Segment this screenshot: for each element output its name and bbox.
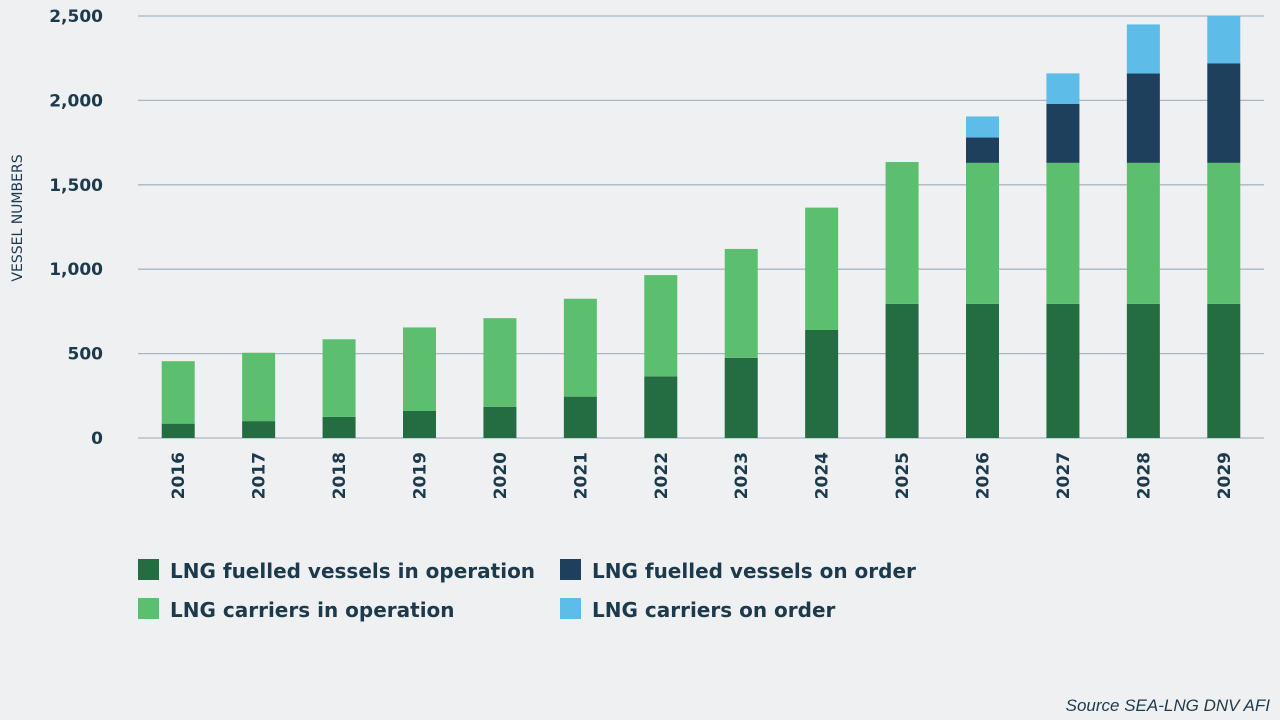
x-tick-label-2028: 2028 <box>1134 452 1154 499</box>
y-tick-label: 0 <box>91 429 103 449</box>
x-axis-ticks: 2016 2017 2018 2019 2020 2021 2022 2023 2024 2025… <box>169 452 1235 499</box>
bar-segment-2026-series-0 <box>966 303 999 438</box>
y-tick-label: 1,500 <box>49 176 103 196</box>
bars <box>161 16 1241 438</box>
y-axis-title: VESSEL NUMBERS <box>10 154 26 281</box>
legend-item-carriers-operation: LNG carriers in operation <box>138 598 455 622</box>
bar-segment-2022-series-0 <box>644 376 678 438</box>
bar-segment-2029-series-3 <box>1207 16 1241 64</box>
x-tick-label-2020: 2020 <box>491 452 511 499</box>
x-tick-label-2023: 2023 <box>732 452 752 499</box>
source-note: Source SEA-LNG DNV AFI <box>1066 696 1271 715</box>
bar-segment-2026-series-2 <box>966 137 999 163</box>
legend-swatch-carriers-operation <box>138 598 159 619</box>
bar-segment-2029-series-2 <box>1207 63 1241 163</box>
bar-segment-2028-series-0 <box>1126 303 1160 438</box>
y-tick-label: 2,500 <box>49 7 103 27</box>
bar-segment-2028-series-3 <box>1126 24 1160 74</box>
legend: LNG fuelled vessels in operation LNG fue… <box>138 559 916 622</box>
x-tick-label-2019: 2019 <box>411 452 431 499</box>
bar-segment-2023-series-1 <box>724 248 758 358</box>
bar-segment-2029-series-0 <box>1207 303 1241 438</box>
legend-swatch-carriers-order <box>560 598 581 619</box>
bar-segment-2020-series-1 <box>483 318 517 407</box>
bar-segment-2026-series-1 <box>966 162 999 304</box>
legend-item-fuelled-order: LNG fuelled vessels on order <box>560 559 916 583</box>
bar-segment-2022-series-1 <box>644 275 678 377</box>
gridlines <box>138 15 1264 439</box>
bar-segment-2027-series-2 <box>1046 103 1080 163</box>
x-tick-label-2027: 2027 <box>1054 452 1074 499</box>
x-tick-label-2016: 2016 <box>169 452 189 499</box>
legend-label-fuelled-order: LNG fuelled vessels on order <box>592 559 916 583</box>
bar-segment-2017-series-1 <box>242 352 276 422</box>
bar-segment-2016-series-1 <box>161 361 195 424</box>
y-tick-label: 1,000 <box>49 260 103 280</box>
legend-item-carriers-order: LNG carriers on order <box>560 598 836 622</box>
legend-item-fuelled-operation: LNG fuelled vessels in operation <box>138 559 535 583</box>
bar-segment-2023-series-0 <box>724 357 758 438</box>
legend-label-carriers-order: LNG carriers on order <box>592 598 836 622</box>
x-tick-label-2022: 2022 <box>652 452 672 499</box>
bar-segment-2024-series-0 <box>805 329 839 438</box>
legend-label-carriers-operation: LNG carriers in operation <box>170 598 455 622</box>
bar-segment-2027-series-3 <box>1046 73 1080 104</box>
bar-segment-2025-series-0 <box>885 303 919 438</box>
bar-segment-2025-series-1 <box>885 162 919 304</box>
y-tick-label: 500 <box>68 345 104 365</box>
bar-segment-2028-series-2 <box>1126 73 1160 163</box>
legend-label-fuelled-operation: LNG fuelled vessels in operation <box>170 559 535 583</box>
y-axis-ticks: 0 500 1,000 1,500 2,000 2,500 <box>49 7 103 449</box>
bar-segment-2018-series-0 <box>322 416 356 438</box>
bar-segment-2028-series-1 <box>1126 162 1160 304</box>
legend-swatch-fuelled-order <box>560 559 581 580</box>
bar-segment-2019-series-1 <box>403 327 436 411</box>
bar-segment-2018-series-1 <box>322 339 356 417</box>
x-tick-label-2026: 2026 <box>974 452 994 499</box>
y-tick-label: 2,000 <box>49 91 103 111</box>
bar-segment-2017-series-0 <box>242 421 276 438</box>
bar-segment-2019-series-0 <box>403 410 436 438</box>
bar-segment-2027-series-1 <box>1046 162 1080 304</box>
bar-segment-2024-series-1 <box>805 207 839 330</box>
bar-segment-2016-series-0 <box>161 423 195 438</box>
bar-segment-2021-series-1 <box>563 298 597 397</box>
x-tick-label-2025: 2025 <box>893 452 913 499</box>
bar-segment-2029-series-1 <box>1207 162 1241 304</box>
x-tick-label-2018: 2018 <box>330 452 350 499</box>
x-tick-label-2029: 2029 <box>1215 452 1235 499</box>
x-tick-label-2021: 2021 <box>571 452 591 499</box>
legend-swatch-fuelled-operation <box>138 559 159 580</box>
bar-segment-2020-series-0 <box>483 406 517 438</box>
x-tick-label-2017: 2017 <box>250 452 270 499</box>
x-tick-label-2024: 2024 <box>813 452 833 499</box>
bar-segment-2021-series-0 <box>563 396 597 438</box>
bar-segment-2026-series-3 <box>966 116 999 138</box>
bar-segment-2027-series-0 <box>1046 303 1080 438</box>
